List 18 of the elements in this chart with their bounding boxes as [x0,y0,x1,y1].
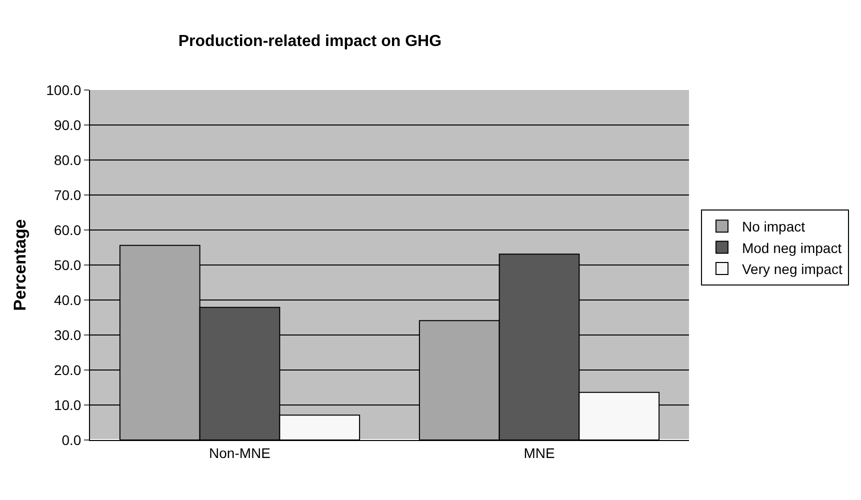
y-tick-label: 90.0 [54,116,82,133]
legend-label: No impact [742,218,806,235]
y-tick-label: 100.0 [46,82,82,98]
x-tick-label: MNE [524,444,555,461]
y-tick-label: 80.0 [54,152,82,168]
y-tick-label: 70.0 [54,186,82,203]
y-tick-label: 20.0 [54,362,82,378]
y-tick-label: 30.0 [54,326,82,343]
legend-label: Very neg impact [742,260,842,277]
chart-title: Production-related impact on GHG [178,33,442,50]
y-tick-label: 40.0 [54,292,82,308]
y-tick-label: 0.0 [62,432,82,448]
y-tick-label: 50.0 [54,256,82,273]
y-axis-title: Percentage [10,219,30,311]
x-tick-label: Non-MNE [209,444,270,461]
y-tick-label: 60.0 [54,222,82,238]
legend-label: Mod neg impact [742,240,842,256]
y-tick-label: 10.0 [54,396,82,413]
